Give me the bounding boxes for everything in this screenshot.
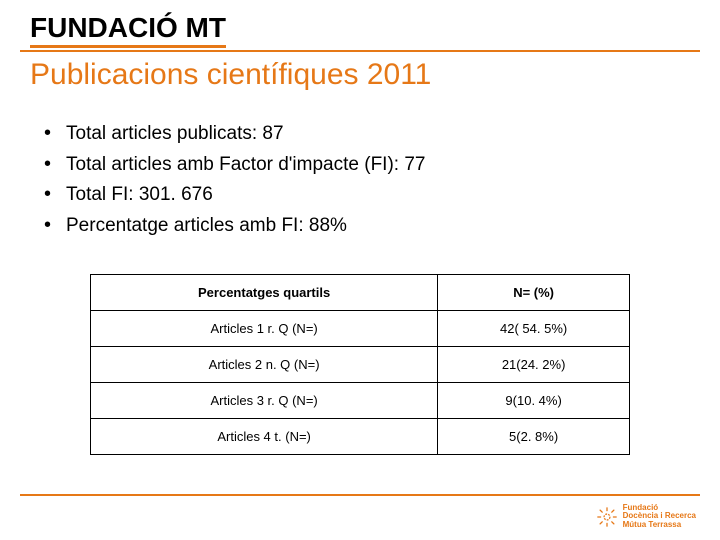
- table-row: Articles 1 r. Q (N=) 42( 54. 5%): [91, 311, 630, 347]
- bullet-item: Total articles publicats: 87: [44, 118, 720, 149]
- table-container: Percentatges quartils N= (%) Articles 1 …: [0, 240, 720, 455]
- table-cell: Articles 2 n. Q (N=): [91, 347, 438, 383]
- table-header-row: Percentatges quartils N= (%): [91, 275, 630, 311]
- org-title: FUNDACIÓ MT: [30, 12, 226, 48]
- bullet-item: Total articles amb Factor d'impacte (FI)…: [44, 149, 720, 180]
- table-cell: Articles 1 r. Q (N=): [91, 311, 438, 347]
- footer-text: Fundació Docència i Recerca Mútua Terras…: [623, 504, 696, 530]
- table-cell: Articles 3 r. Q (N=): [91, 383, 438, 419]
- bottom-divider: [20, 494, 700, 496]
- table-row: Articles 4 t. (N=) 5(2. 8%): [91, 419, 630, 455]
- header: FUNDACIÓ MT: [0, 0, 720, 48]
- table-cell: 42( 54. 5%): [438, 311, 630, 347]
- bullet-item: Total FI: 301. 676: [44, 179, 720, 210]
- quartile-table: Percentatges quartils N= (%) Articles 1 …: [90, 274, 630, 455]
- slide: FUNDACIÓ MT Publicacions científiques 20…: [0, 0, 720, 540]
- footer-line: Mútua Terrassa: [623, 521, 696, 530]
- table-cell: 9(10. 4%): [438, 383, 630, 419]
- table-row: Articles 3 r. Q (N=) 9(10. 4%): [91, 383, 630, 419]
- bullet-item: Percentatge articles amb FI: 88%: [44, 210, 720, 241]
- table-row: Articles 2 n. Q (N=) 21(24. 2%): [91, 347, 630, 383]
- table-header-cell: N= (%): [438, 275, 630, 311]
- page-subtitle: Publicacions científiques 2011: [0, 52, 720, 92]
- table-cell: Articles 4 t. (N=): [91, 419, 438, 455]
- bullet-list: Total articles publicats: 87 Total artic…: [0, 92, 720, 240]
- table-cell: 5(2. 8%): [438, 419, 630, 455]
- sun-icon: [596, 506, 618, 528]
- table-cell: 21(24. 2%): [438, 347, 630, 383]
- table-header-cell: Percentatges quartils: [91, 275, 438, 311]
- footer-logo: Fundació Docència i Recerca Mútua Terras…: [596, 504, 696, 530]
